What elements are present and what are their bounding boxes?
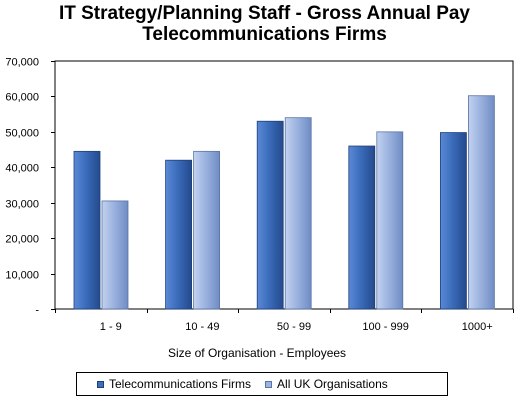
legend-label-all-uk: All UK Organisations bbox=[277, 377, 388, 391]
bar-telecommunications bbox=[439, 132, 467, 310]
legend-swatch-telecommunications bbox=[97, 380, 104, 388]
plot-border bbox=[54, 60, 514, 310]
bars-group bbox=[73, 95, 495, 310]
plot-area bbox=[54, 60, 514, 310]
legend-item-all-uk: All UK Organisations bbox=[265, 377, 388, 391]
x-axis: 1 - 9 10 - 49 50 - 99 100 - 999 1000+ bbox=[55, 309, 514, 333]
bar-all-uk bbox=[467, 95, 495, 310]
x-tick-label: 1 - 9 bbox=[100, 321, 122, 333]
legend-item-telecommunications: Telecommunications Firms bbox=[97, 377, 251, 391]
y-tick-label: 40,000 bbox=[5, 163, 39, 175]
legend-swatch-all-uk bbox=[265, 380, 273, 388]
y-tick-label: 60,000 bbox=[5, 92, 39, 104]
bar-telecommunications bbox=[73, 150, 101, 310]
bar-all-uk bbox=[193, 150, 221, 310]
y-axis: - 10,000 20,000 30,000 40,000 50,000 60,000 70,… bbox=[5, 57, 55, 317]
chart-title-line-2: Telecommunications Firms bbox=[142, 24, 387, 45]
x-axis-title: Size of Organisation - Employees bbox=[168, 346, 346, 360]
bar-chart: - 10,000 20,000 30,000 40,000 50,000 60,000 70,… bbox=[5, 57, 514, 360]
chart-title-line-1: IT Strategy/Planning Staff - Gross Annua… bbox=[58, 3, 471, 24]
x-tick-label: 1000+ bbox=[462, 321, 493, 333]
y-tick-label: 30,000 bbox=[5, 199, 39, 211]
bar-all-uk bbox=[376, 131, 404, 310]
y-tick-label: 10,000 bbox=[5, 270, 39, 282]
y-tick-label: 50,000 bbox=[5, 128, 39, 140]
x-tick-label: 100 - 999 bbox=[362, 321, 408, 333]
y-tick-label: 20,000 bbox=[5, 234, 39, 246]
bar-all-uk bbox=[101, 200, 129, 310]
y-tick-label: - bbox=[35, 305, 39, 317]
legend-label-telecommunications: Telecommunications Firms bbox=[109, 377, 252, 391]
bar-telecommunications bbox=[165, 159, 193, 310]
bar-telecommunications bbox=[256, 120, 284, 310]
x-tick-label: 50 - 99 bbox=[277, 321, 311, 333]
y-tick-label: 70,000 bbox=[5, 57, 39, 69]
bar-telecommunications bbox=[348, 145, 376, 310]
legend: Telecommunications Firms All UK Organisa… bbox=[76, 372, 448, 396]
x-tick-label: 10 - 49 bbox=[185, 321, 219, 333]
bar-all-uk bbox=[284, 117, 312, 310]
